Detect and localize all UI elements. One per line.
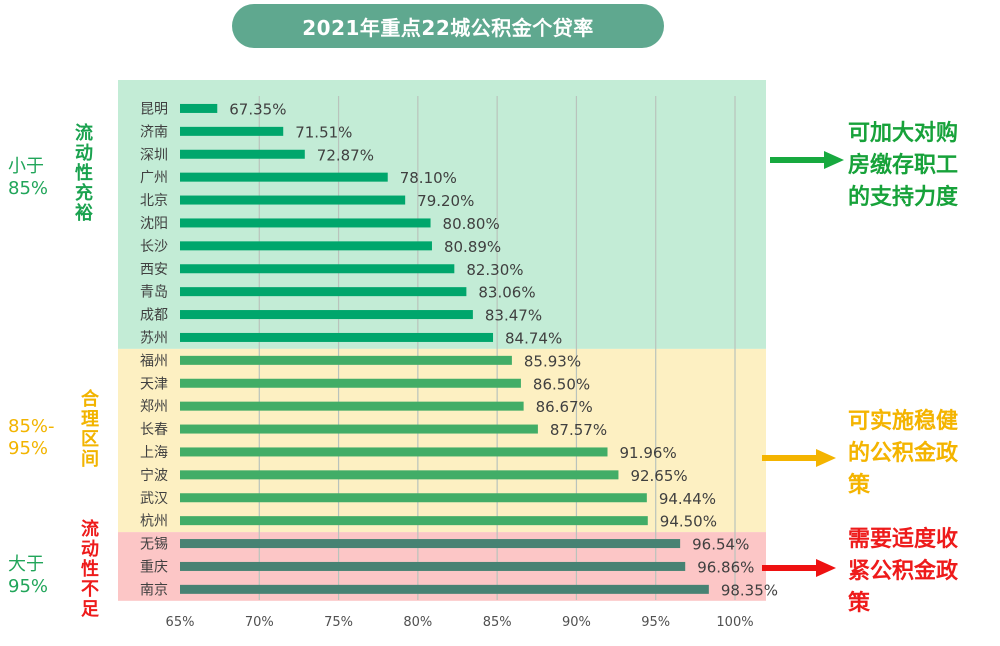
bar [180, 126, 284, 136]
bar [180, 172, 388, 182]
category-label: 北京 [140, 193, 168, 209]
chart-title: 2021年重点22城公积金个贷率 [232, 4, 664, 48]
value-label: 83.47% [485, 307, 542, 325]
value-label: 94.50% [660, 513, 717, 531]
bar [180, 287, 467, 297]
value-label: 72.87% [317, 146, 374, 164]
category-label: 天津 [140, 376, 168, 392]
value-label: 67.35% [229, 100, 286, 118]
callout-low: 可加大对购 房缴存职工 的支持力度 [848, 121, 959, 210]
value-label: 83.06% [478, 284, 535, 302]
value-label: 86.50% [533, 375, 590, 393]
x-tick-label: 70% [245, 615, 274, 630]
desc-label-low: 流动性充裕 [75, 123, 93, 224]
bar [180, 218, 431, 228]
category-label: 郑州 [140, 399, 168, 415]
bar [180, 401, 524, 411]
category-label: 宁波 [140, 467, 168, 484]
bar [180, 584, 709, 594]
bar [180, 493, 647, 503]
category-label: 青岛 [140, 285, 168, 301]
callout-mid: 可实施稳健 的公积金政 策 [848, 409, 959, 498]
category-label: 上海 [140, 445, 168, 461]
category-label: 无锡 [140, 537, 168, 553]
range-label-mid: 85%- 95% [8, 416, 55, 459]
value-label: 71.51% [295, 123, 352, 141]
value-label: 91.96% [620, 444, 677, 462]
bar [180, 561, 686, 571]
category-label: 沈阳 [140, 216, 168, 232]
bar [180, 310, 473, 320]
bar [180, 332, 494, 342]
x-tick-label: 75% [324, 615, 353, 630]
category-label: 福州 [140, 353, 168, 369]
category-label: 武汉 [140, 491, 168, 507]
bar [180, 447, 608, 457]
bar [180, 103, 218, 113]
bar [180, 516, 648, 526]
category-label: 杭州 [140, 514, 168, 530]
value-label: 78.10% [400, 169, 457, 187]
category-label: 成都 [140, 308, 168, 324]
category-label: 重庆 [140, 559, 168, 575]
arrow-right-icon [762, 559, 836, 577]
category-label: 西安 [140, 262, 168, 278]
category-label: 广州 [140, 170, 168, 186]
value-label: 92.65% [630, 467, 687, 485]
bar [180, 195, 406, 205]
desc-label-high: 流动性不足 [81, 519, 99, 620]
bar [180, 378, 521, 388]
x-tick-label: 100% [716, 615, 753, 630]
arrow-right-icon [770, 151, 844, 169]
bar [180, 424, 538, 434]
category-label: 南京 [140, 582, 168, 598]
range-label-high: 大于 95% [8, 554, 49, 597]
x-tick-label: 95% [641, 615, 670, 630]
category-label: 长春 [140, 422, 168, 438]
value-label: 82.30% [466, 261, 523, 279]
bar [180, 241, 432, 251]
bar [180, 149, 305, 159]
value-label: 85.93% [524, 352, 581, 370]
bar [180, 355, 512, 365]
category-label: 长沙 [140, 239, 168, 255]
band-low-liquidity-sufficient [118, 80, 766, 349]
category-label: 昆明 [140, 101, 168, 117]
value-label: 94.44% [659, 490, 716, 508]
x-tick-label: 65% [166, 615, 195, 630]
bar [180, 470, 619, 480]
value-label: 80.89% [444, 238, 501, 256]
value-label: 87.57% [550, 421, 607, 439]
value-label: 86.67% [536, 398, 593, 416]
bar [180, 264, 455, 274]
value-label: 98.35% [721, 581, 778, 599]
x-tick-label: 90% [562, 615, 591, 630]
value-label: 96.54% [692, 536, 749, 554]
desc-label-mid: 合理区间 [81, 389, 99, 470]
category-label: 深圳 [140, 147, 168, 163]
bar [180, 539, 681, 549]
value-label: 79.20% [417, 192, 474, 210]
callout-high: 需要适度收 紧公积金政 策 [848, 527, 959, 616]
category-label: 济南 [140, 124, 168, 140]
x-tick-label: 80% [403, 615, 432, 630]
value-label: 84.74% [505, 329, 562, 347]
arrow-right-icon [762, 449, 836, 467]
category-label: 苏州 [140, 330, 168, 346]
value-label: 80.80% [443, 215, 500, 233]
value-label: 96.86% [697, 558, 754, 576]
range-label-low: 小于 85% [8, 156, 49, 199]
x-tick-label: 85% [483, 615, 512, 630]
